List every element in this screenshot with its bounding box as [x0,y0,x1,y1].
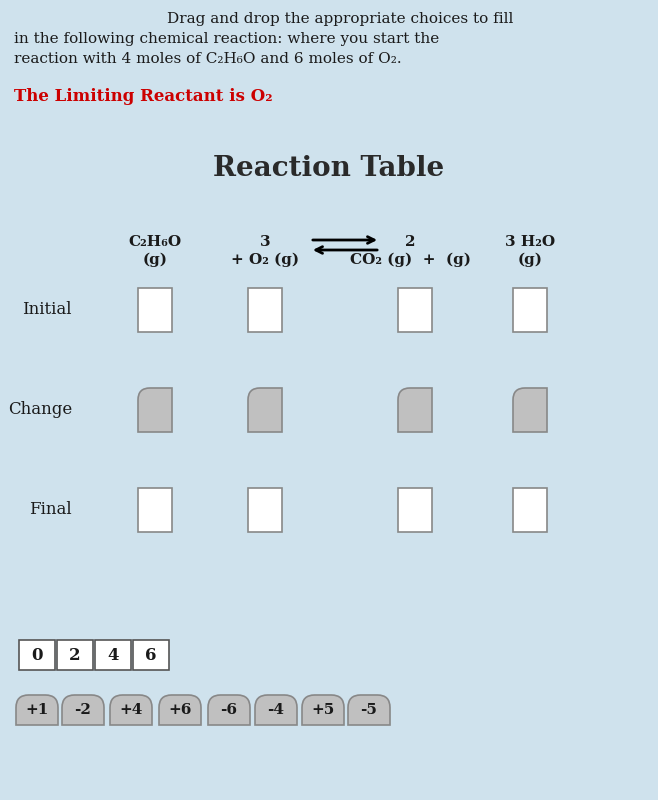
Text: in the following chemical reaction: where you start the: in the following chemical reaction: wher… [14,32,440,46]
Text: (g): (g) [143,253,168,267]
Text: -6: -6 [220,703,238,717]
Text: +5: +5 [311,703,335,717]
PathPatch shape [248,388,282,432]
FancyBboxPatch shape [138,288,172,332]
PathPatch shape [138,388,172,432]
PathPatch shape [255,695,297,725]
PathPatch shape [110,695,152,725]
FancyBboxPatch shape [133,640,169,670]
Text: (g): (g) [517,253,542,267]
Text: 3 H₂O: 3 H₂O [505,235,555,249]
Text: 2: 2 [69,646,81,663]
Text: Initial: Initial [22,302,72,318]
PathPatch shape [62,695,104,725]
FancyBboxPatch shape [513,288,547,332]
Text: 0: 0 [31,646,43,663]
Text: +4: +4 [119,703,143,717]
Text: +6: +6 [168,703,191,717]
Text: 3: 3 [260,235,270,249]
FancyBboxPatch shape [138,488,172,532]
PathPatch shape [208,695,250,725]
FancyBboxPatch shape [57,640,93,670]
Text: 6: 6 [145,646,157,663]
Text: The Limiting Reactant is O₂: The Limiting Reactant is O₂ [14,88,272,105]
Text: +1: +1 [25,703,49,717]
PathPatch shape [302,695,344,725]
PathPatch shape [513,388,547,432]
PathPatch shape [16,695,58,725]
Text: + O₂ (g): + O₂ (g) [231,253,299,267]
FancyBboxPatch shape [513,488,547,532]
Text: -2: -2 [74,703,91,717]
FancyBboxPatch shape [248,488,282,532]
PathPatch shape [159,695,201,725]
Text: Reaction Table: Reaction Table [213,155,445,182]
Text: Drag and drop the appropriate choices to fill: Drag and drop the appropriate choices to… [167,12,513,26]
PathPatch shape [348,695,390,725]
Text: -5: -5 [361,703,378,717]
FancyBboxPatch shape [95,640,131,670]
PathPatch shape [398,388,432,432]
Text: 2: 2 [405,235,415,249]
Text: Final: Final [30,502,72,518]
FancyBboxPatch shape [398,488,432,532]
Text: CO₂ (g)  +  (g): CO₂ (g) + (g) [349,253,470,267]
FancyBboxPatch shape [248,288,282,332]
Text: Change: Change [8,402,72,418]
Text: reaction with 4 moles of C₂H₆O and 6 moles of O₂.: reaction with 4 moles of C₂H₆O and 6 mol… [14,52,401,66]
Text: C₂H₆O: C₂H₆O [128,235,182,249]
FancyBboxPatch shape [19,640,55,670]
Text: 4: 4 [107,646,118,663]
FancyBboxPatch shape [398,288,432,332]
Text: -4: -4 [268,703,284,717]
